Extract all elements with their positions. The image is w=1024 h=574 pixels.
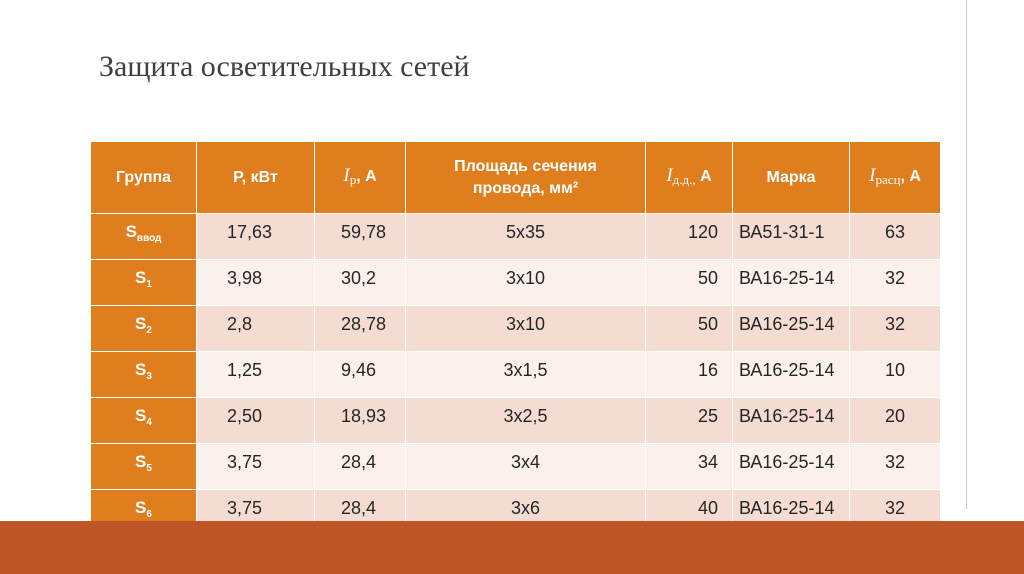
idd-cell: 34 [645,443,733,490]
area-cell: 3х10 [405,305,646,352]
header-ip: Iр, А [314,141,406,214]
power-cell: 3,75 [196,443,315,490]
power-cell: 17,63 [196,213,315,260]
header-ip-subscript: р [349,171,357,187]
ip-cell: 18,93 [314,397,406,444]
group-cell: Sввод [90,213,197,260]
group-letter: S [135,406,147,425]
idd-cell: 16 [645,351,733,398]
group-letter: S [135,360,147,379]
group-cell: S2 [90,305,197,352]
irasc-cell: 63 [849,213,941,260]
ip-cell: 30,2 [314,259,406,306]
table-row: S1 3,98 30,2 3х10 50 ВА16-25-14 32 [90,259,941,306]
area-cell: 3х1,5 [405,351,646,398]
idd-cell: 25 [645,397,733,444]
group-subscript: ввод [136,233,162,244]
table-row: S4 2,50 18,93 3х2,5 25 ВА16-25-14 20 [90,397,941,444]
group-letter: S [135,314,147,333]
group-cell: S3 [90,351,197,398]
group-subscript: 3 [146,371,152,382]
group-letter: S [135,498,147,517]
group-cell: S4 [90,397,197,444]
header-area-line2: провода, мм² [472,179,579,197]
brand-cell: ВА16-25-14 [732,259,850,306]
group-cell: S1 [90,259,197,306]
footer-bar [0,521,1024,574]
header-area-line1: Площадь сечения [454,157,597,175]
brand-cell: ВА16-25-14 [732,351,850,398]
table-row: S3 1,25 9,46 3х1,5 16 ВА16-25-14 10 [90,351,941,398]
ip-cell: 59,78 [314,213,406,260]
irasc-cell: 20 [849,397,941,444]
header-ip-symbol: I [343,164,350,186]
header-idd-unit: А [695,167,712,185]
area-cell: 5х35 [405,213,646,260]
group-subscript: 6 [146,509,152,520]
ip-cell: 28,78 [314,305,406,352]
irasc-cell: 10 [849,351,941,398]
header-irasc-subscript: расц [875,171,901,187]
header-irasc-unit: , А [900,167,921,185]
idd-cell: 120 [645,213,733,260]
right-divider-line [966,0,967,509]
table-row: S2 2,8 28,78 3х10 50 ВА16-25-14 32 [90,305,941,352]
header-idd: Iд.д., А [645,141,733,214]
power-cell: 2,50 [196,397,315,444]
area-cell: 3х10 [405,259,646,306]
group-letter: S [135,268,147,287]
header-irasc-symbol: I [869,164,876,186]
header-power: P, кВт [196,141,315,214]
group-letter: S [135,452,147,471]
header-ip-unit: , А [356,167,377,185]
table-row: S5 3,75 28,4 3х4 34 ВА16-25-14 32 [90,443,941,490]
group-letter: S [125,222,137,241]
area-cell: 3х4 [405,443,646,490]
header-irasc: Iрасц, А [849,141,941,214]
ip-cell: 28,4 [314,443,406,490]
power-cell: 1,25 [196,351,315,398]
power-cell: 3,98 [196,259,315,306]
header-area: Площадь сечения провода, мм² [405,141,646,214]
group-subscript: 4 [146,417,152,428]
group-subscript: 1 [146,279,152,290]
group-cell: S5 [90,443,197,490]
group-subscript: 2 [146,325,152,336]
irasc-cell: 32 [849,305,941,352]
header-idd-symbol: I [666,164,673,186]
idd-cell: 50 [645,259,733,306]
irasc-cell: 32 [849,259,941,306]
ip-cell: 9,46 [314,351,406,398]
header-group: Группа [90,141,197,214]
table-row: Sввод 17,63 59,78 5х35 120 ВА51-31-1 63 [90,213,941,260]
irasc-cell: 32 [849,443,941,490]
header-brand: Марка [732,141,850,214]
brand-cell: ВА51-31-1 [732,213,850,260]
brand-cell: ВА16-25-14 [732,443,850,490]
brand-cell: ВА16-25-14 [732,305,850,352]
group-subscript: 5 [146,463,152,474]
brand-cell: ВА16-25-14 [732,397,850,444]
area-cell: 3х2,5 [405,397,646,444]
idd-cell: 50 [645,305,733,352]
table-header-row: Группа P, кВт Iр, А Площадь сечения прово… [90,141,941,214]
power-cell: 2,8 [196,305,315,352]
protection-table: Группа P, кВт Iр, А Площадь сечения прово… [90,141,941,536]
slide-title: Защита осветительных сетей [99,50,470,83]
header-idd-subscript: д.д., [672,171,696,187]
